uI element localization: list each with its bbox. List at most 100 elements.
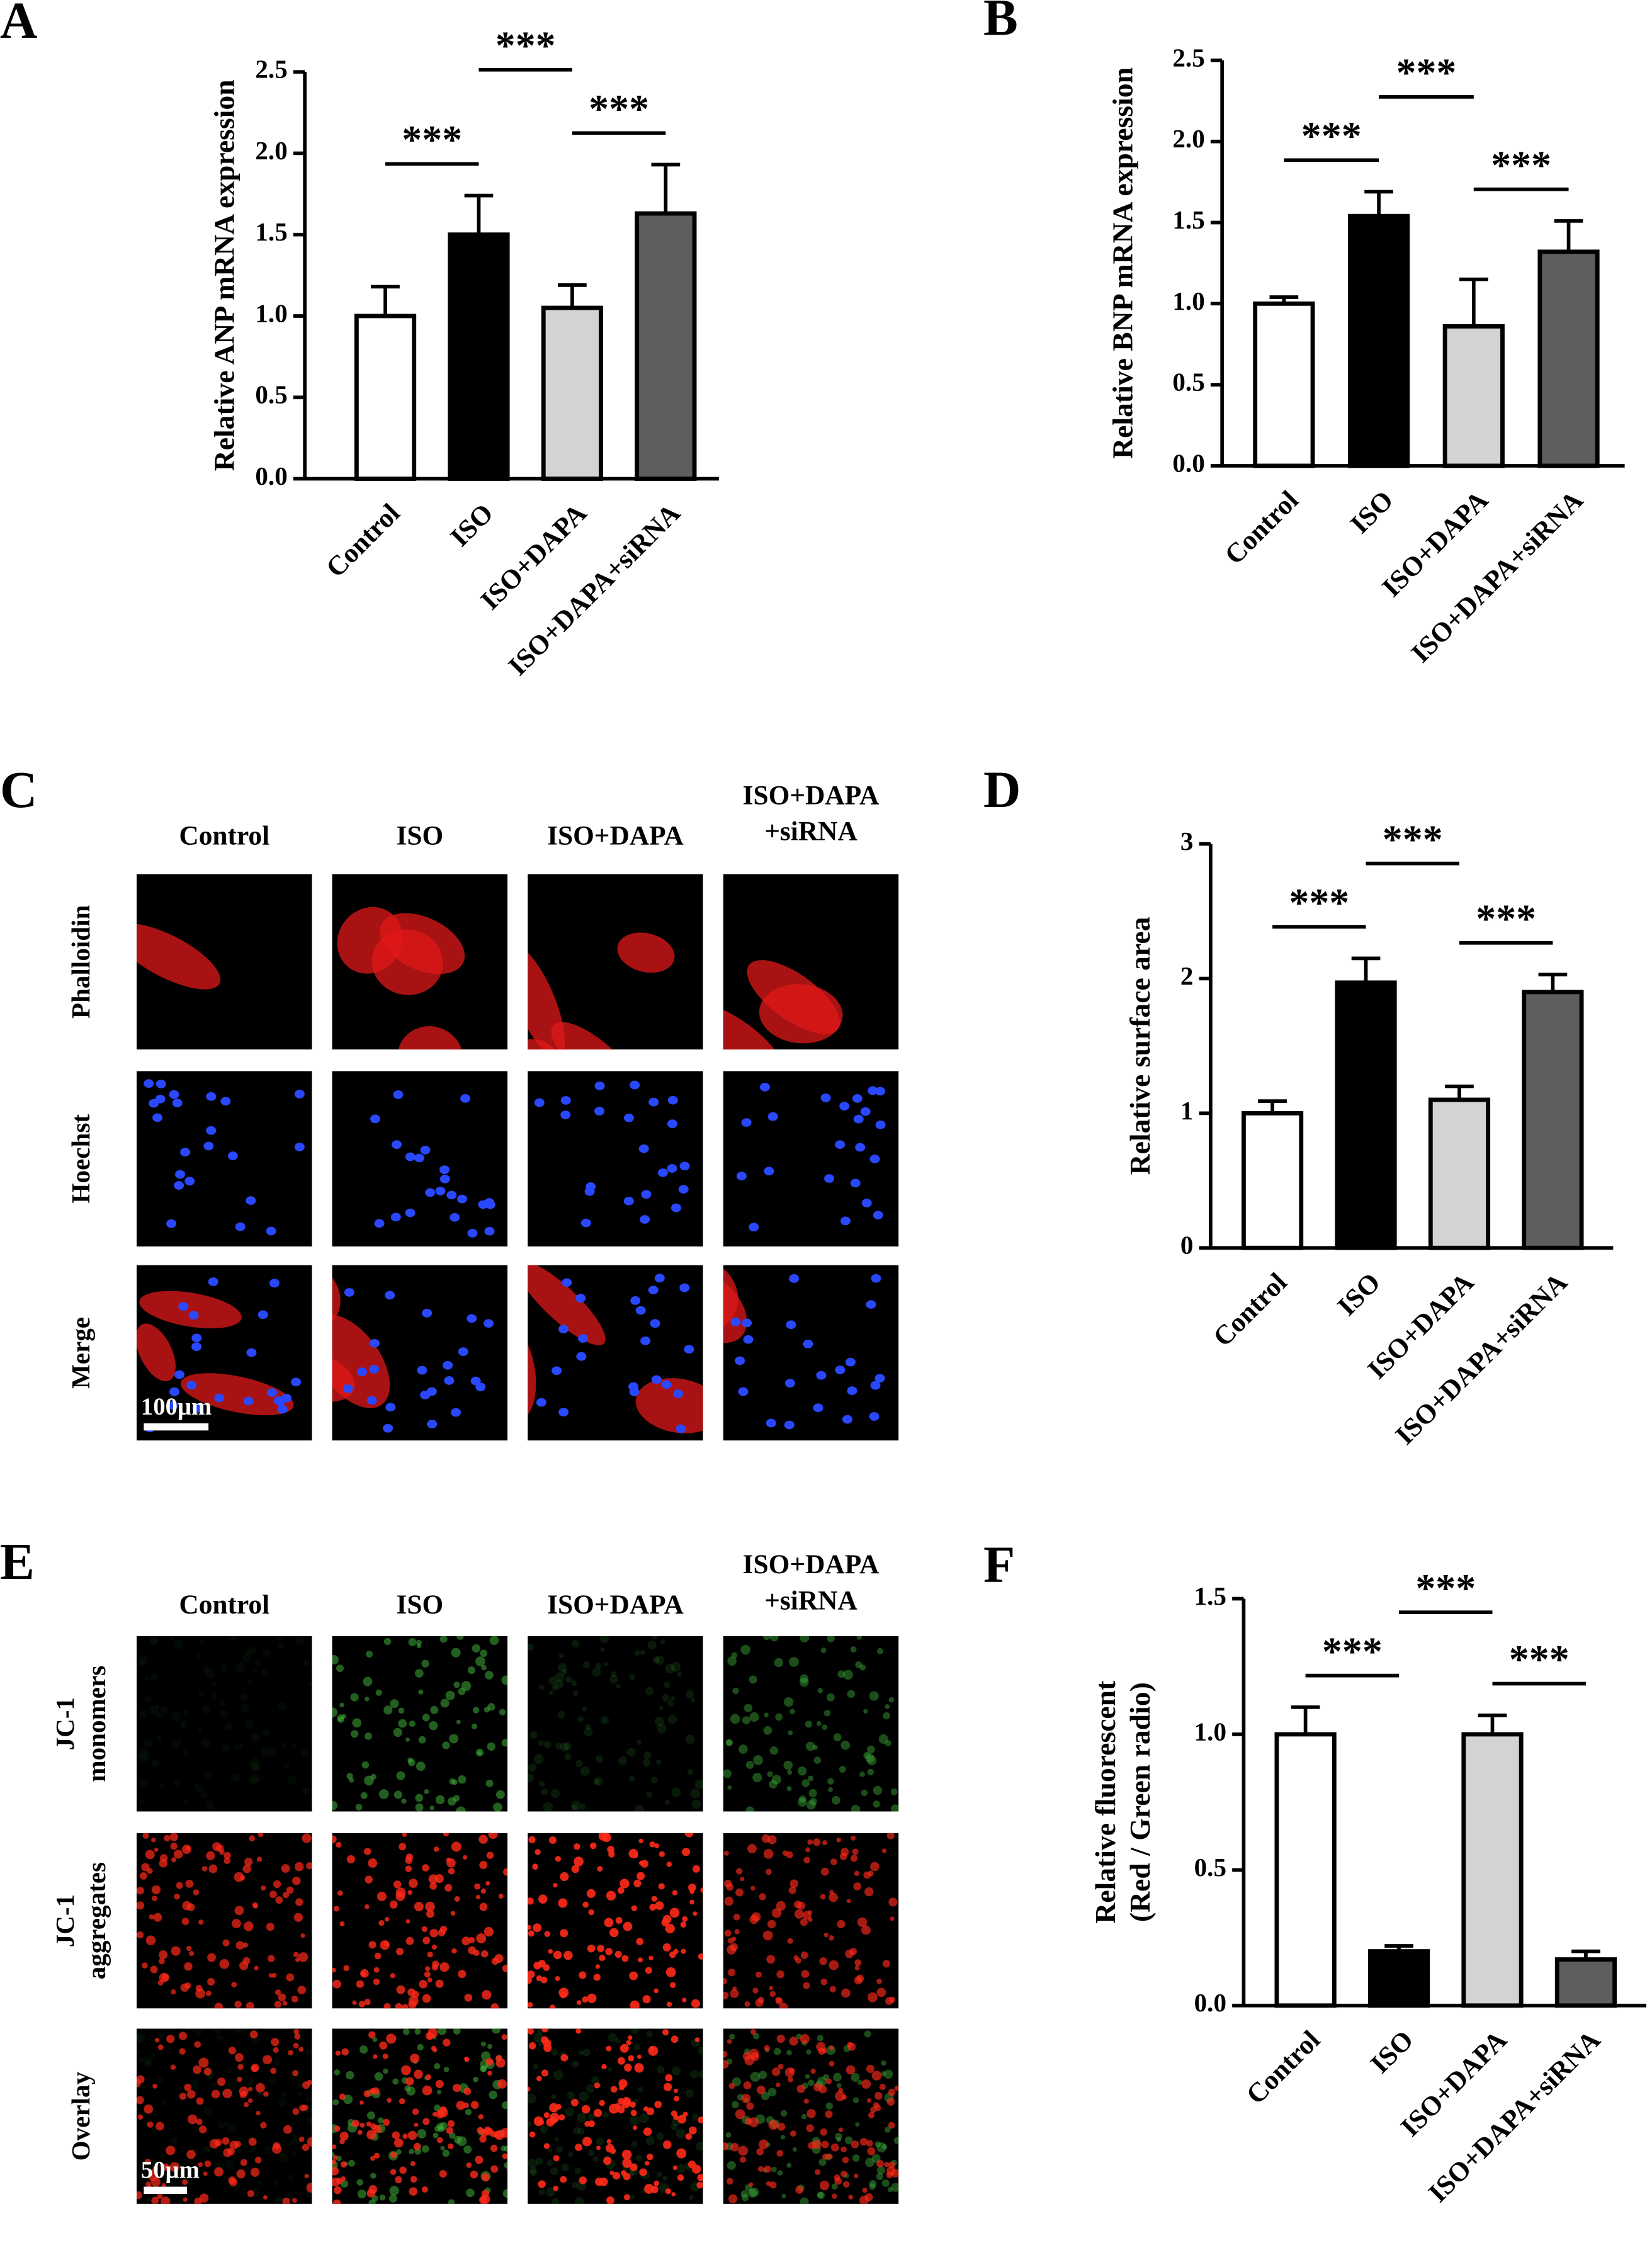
stain-dot (437, 2137, 443, 2144)
stain-dot (244, 1921, 254, 1931)
row-label: Merge (66, 1317, 95, 1389)
stain-dot (694, 1779, 703, 1789)
stain-dot (740, 1877, 745, 1882)
nucleus (816, 1371, 827, 1380)
nucleus (186, 1381, 197, 1390)
stain-dot (847, 2042, 853, 2048)
stain-dot (851, 2140, 859, 2149)
stain-dot (407, 1890, 413, 1896)
stain-dot (332, 2199, 341, 2204)
nucleus (174, 1370, 184, 1379)
stain-dot (788, 2076, 794, 2083)
stain-dot (599, 1954, 606, 1962)
stain-dot (334, 2186, 342, 2195)
column-label: +siRNA (764, 1585, 857, 1615)
stain-dot (852, 2097, 859, 2104)
stain-dot (820, 1647, 827, 1653)
stain-dot (733, 1913, 740, 1921)
stain-dot (547, 2148, 552, 2153)
stain-dot (606, 2045, 612, 2052)
micrograph-background (723, 1265, 899, 1441)
stain-dot (195, 1988, 205, 1999)
stain-dot (387, 2098, 392, 2103)
stain-dot (490, 2165, 499, 2173)
stain-dot (281, 2154, 289, 2162)
stain-dot (681, 1948, 686, 1954)
stain-dot (438, 1929, 446, 1936)
stain-dot (502, 2153, 508, 2159)
stain-dot (609, 1928, 619, 1938)
stain-dot (638, 1860, 644, 1866)
stain-dot (528, 2121, 532, 2127)
stain-dot (850, 1646, 857, 1653)
stain-dot (302, 2105, 308, 2111)
stain-dot (823, 1932, 829, 1938)
stain-dot (152, 2168, 158, 2174)
stain-dot (368, 2199, 376, 2204)
stain-dot (401, 1798, 407, 1804)
stain-dot (888, 2122, 895, 2129)
stain-dot (840, 1740, 851, 1750)
stain-dot (150, 1837, 156, 1843)
stain-dot (646, 2030, 653, 2038)
stain-dot (434, 2105, 441, 2111)
stain-dot (876, 1987, 886, 1998)
stain-dot (445, 1690, 455, 1700)
stain-dot (616, 1684, 621, 1689)
stain-dot (575, 2144, 582, 2151)
stain-dot (351, 2120, 359, 2128)
stain-dot (463, 2145, 472, 2154)
stain-dot (541, 2028, 549, 2033)
stain-dot (621, 1955, 629, 1962)
stain-dot (881, 2060, 886, 2066)
stain-dot (433, 2132, 439, 2139)
nucleus (870, 1381, 881, 1390)
nucleus (635, 1306, 646, 1315)
stain-dot (336, 1664, 344, 1673)
significance-label: *** (1509, 1637, 1570, 1681)
nucleus (243, 1396, 254, 1406)
stain-dot (603, 2111, 609, 2118)
stain-dot (181, 1918, 190, 1925)
stain-dot (769, 1991, 776, 1998)
stain-dot (479, 1902, 488, 1911)
stain-dot (610, 2086, 618, 2093)
stain-dot (592, 1667, 601, 1677)
stain-dot (822, 1724, 828, 1730)
y-tick-label: 1.5 (1194, 1581, 1226, 1610)
stain-dot (262, 1649, 271, 1658)
stain-dot (203, 2067, 212, 2076)
stain-dot (346, 2071, 354, 2080)
stain-dot (150, 1637, 158, 1646)
stain-dot (407, 2130, 417, 2140)
y-axis-label: Relative ANP mRNA expression (208, 79, 240, 471)
nucleus (835, 1140, 846, 1149)
nucleus (467, 1229, 478, 1238)
stain-dot (818, 2158, 827, 2166)
stain-dot (383, 2068, 388, 2074)
nucleus (875, 1087, 886, 1096)
nucleus (735, 1356, 745, 1365)
stain-dot (368, 2031, 376, 2038)
stain-dot (596, 2145, 601, 2150)
stain-dot (429, 1882, 437, 1890)
stain-dot (692, 1865, 700, 1873)
stain-dot (212, 2083, 217, 2088)
stain-dot (153, 1913, 162, 1922)
stain-dot (293, 1952, 299, 1958)
stain-dot (832, 2193, 837, 2199)
stain-dot (823, 1709, 831, 1717)
stain-dot (825, 2078, 832, 2084)
stain-dot (337, 1890, 343, 1896)
nucleus (175, 1170, 186, 1179)
stain-dot (444, 1884, 453, 1892)
stain-dot (170, 2064, 176, 2071)
nucleus (759, 1082, 770, 1092)
stain-dot (723, 1991, 729, 1999)
stain-dot (644, 2184, 654, 2194)
stain-dot (260, 2122, 267, 2129)
stain-dot (844, 2136, 853, 2145)
stain-dot (251, 1774, 261, 1783)
nucleus (650, 1319, 660, 1328)
stain-dot (339, 2093, 346, 2100)
